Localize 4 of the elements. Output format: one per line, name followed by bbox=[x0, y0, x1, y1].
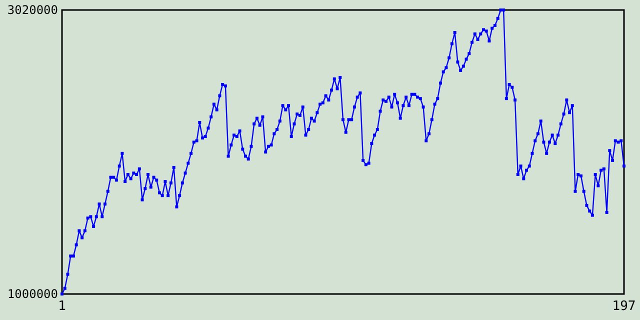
x-tick-label: 1 bbox=[58, 299, 66, 314]
x-tick-label: 197 bbox=[612, 299, 636, 314]
y-tick-label: 3020000 bbox=[7, 3, 58, 18]
y-tick-label: 1000000 bbox=[7, 287, 58, 302]
